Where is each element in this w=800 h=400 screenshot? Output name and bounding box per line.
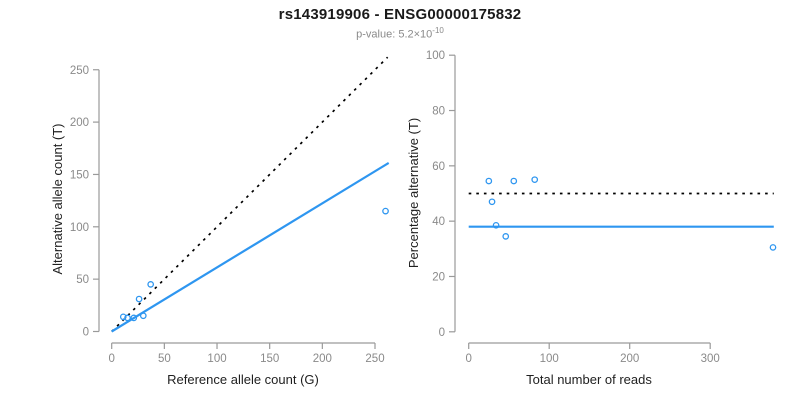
right-data-point	[488, 198, 496, 206]
left-y-tick-label: 250	[70, 65, 89, 77]
left-data-point	[124, 314, 131, 322]
right-y-axis-title: Percentage alternative (T)	[406, 118, 421, 268]
right-data-point	[531, 176, 539, 184]
right-y-tick-label: 20	[432, 271, 445, 283]
left-data-point	[382, 207, 389, 215]
right-x-tick-label: 300	[701, 353, 720, 365]
right-x-tick-label: 100	[540, 353, 559, 365]
left-y-tick-label: 0	[83, 327, 89, 339]
right-data-point	[485, 177, 493, 185]
left-data-point	[130, 314, 138, 322]
left-y-tick-label: 150	[70, 169, 89, 181]
left-y-tick-label: 200	[70, 117, 89, 129]
left-x-tick-label: 150	[260, 353, 279, 365]
left-x-tick-label: 200	[313, 353, 332, 365]
right-data-point	[510, 177, 518, 185]
right-y-tick-label: 0	[439, 327, 445, 339]
left-data-point	[119, 313, 127, 321]
figure-title: rs143919906 - ENSG00000175832	[278, 6, 522, 23]
right-y-tick-label: 80	[432, 106, 445, 118]
right-data-point	[502, 233, 510, 240]
right-x-axis-title: Total number of reads	[526, 372, 652, 387]
left-y-tick-label: 100	[70, 222, 89, 234]
left-data-point	[135, 295, 143, 303]
pvalue-exponent: -10	[432, 26, 444, 35]
left-x-tick-label: 250	[365, 353, 384, 365]
fitted-ratio-line	[111, 161, 390, 333]
right-data-point	[492, 221, 500, 229]
left-x-tick-label: 0	[108, 353, 114, 365]
identity-line	[111, 56, 389, 333]
left-y-tick-label: 50	[76, 274, 89, 286]
left-data-point	[139, 312, 147, 320]
right-x-tick-label: 0	[465, 353, 471, 365]
left-x-tick-label: 100	[207, 353, 226, 365]
right-data-point	[769, 244, 777, 251]
pvalue-text: p-value: 5.2×10	[356, 28, 433, 41]
figure-subtitle: p-value: 5.2×10-10	[0, 26, 800, 41]
left-x-axis-title: Reference allele count (G)	[167, 372, 319, 387]
right-y-tick-label: 40	[432, 216, 445, 228]
right-x-tick-label: 200	[620, 353, 639, 365]
right-y-tick-label: 60	[432, 161, 445, 173]
left-x-tick-label: 50	[158, 353, 171, 365]
left-data-point	[147, 281, 155, 288]
right-y-tick-label: 100	[426, 50, 445, 62]
left-y-axis-title: Alternative allele count (T)	[50, 123, 65, 274]
